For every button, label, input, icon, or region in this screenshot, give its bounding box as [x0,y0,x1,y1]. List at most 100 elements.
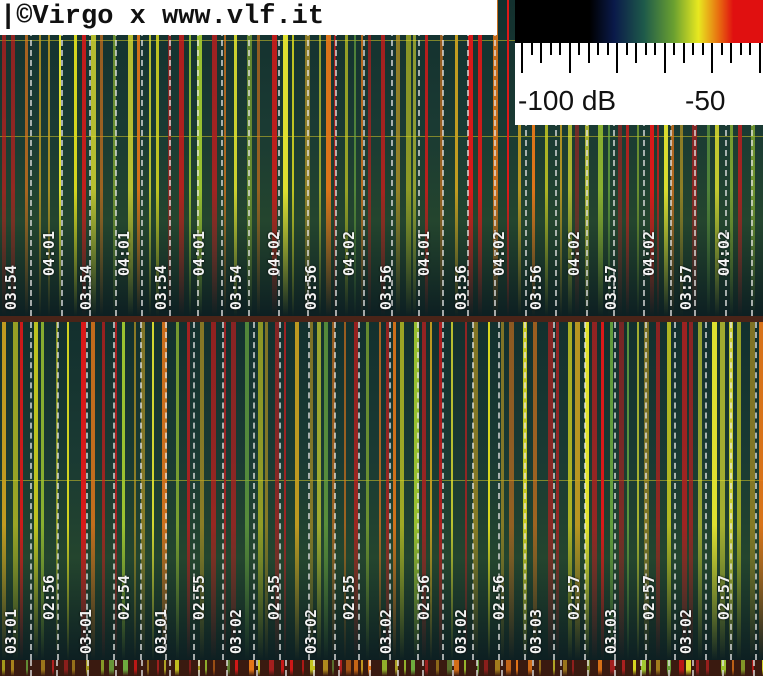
signal-streak [269,660,274,676]
scale-tick [597,43,599,55]
time-marker-line [643,0,645,316]
signal-streak [386,322,389,660]
time-label: 04:02 [339,230,358,276]
signal-streak [81,322,86,660]
time-marker-line [694,0,696,316]
time-marker-line [555,0,557,316]
signal-streak [575,322,580,660]
signal-streak [295,322,299,660]
time-marker-line [587,660,589,676]
signal-streak [245,322,249,660]
signal-streak [395,660,398,676]
signal-streak [162,322,167,660]
time-marker-line [532,660,534,676]
signal-streak [533,322,537,660]
time-marker-line [668,660,670,676]
time-marker-line [169,660,171,676]
signal-streak [324,322,328,660]
time-label: 02:55 [339,574,358,620]
time-marker-line [285,660,287,676]
signal-streak [249,660,254,676]
signal-streak [516,660,518,676]
signal-streak [430,322,432,660]
time-marker-line [86,322,88,660]
signal-streak [41,322,44,660]
signal-streak [750,322,755,660]
signal-streak [64,660,68,676]
signal-streak [637,0,639,316]
signal-streak [664,0,668,316]
time-marker-line [221,0,223,316]
time-marker-line [391,0,393,316]
scale-tick [540,43,542,63]
time-label: 03:02 [452,608,470,654]
signal-streak [115,322,117,660]
time-marker-line [198,660,200,676]
signal-streak [310,660,315,676]
time-marker-line [452,660,454,676]
signal-streak [310,322,313,660]
signal-streak [610,660,615,676]
signal-streak [686,660,691,676]
color-scale-ticks [515,43,763,83]
time-marker-line [30,0,32,316]
scale-tick [730,43,732,63]
signal-streak [422,322,426,660]
signal-streak [11,660,14,676]
signal-streak [128,0,133,316]
signal-streak [563,660,567,676]
signal-streak [281,660,284,676]
time-marker-line [494,0,496,316]
signal-streak [354,660,358,676]
time-label: 03:02 [677,608,695,654]
scale-tick [625,43,628,55]
signal-streak [447,660,452,676]
time-marker-line [278,0,280,316]
time-marker-line [141,660,143,676]
signal-streak [548,322,553,660]
signal-streak [52,660,54,676]
signal-streak [425,660,428,676]
color-scale-bar [515,0,763,43]
signal-streak [501,322,504,660]
signal-streak [292,0,294,316]
time-marker-line [307,0,309,316]
signal-streak [592,322,597,660]
signal-streak [59,0,61,316]
time-label: 02:54 [114,574,133,620]
signal-streak [598,660,602,676]
signal-streak [326,0,331,316]
signal-streak [572,660,574,676]
scale-tick [559,43,561,55]
time-marker-line [30,322,32,660]
signal-streak [332,660,334,676]
time-marker-line [753,660,755,676]
time-label: 03:01 [2,608,20,654]
signal-streak [67,322,69,660]
time-label: 03:57 [602,264,620,310]
signal-streak [509,322,514,660]
time-marker-line [722,660,724,676]
signal-streak [224,322,226,660]
time-marker-line [705,322,707,660]
signal-streak [682,322,687,660]
signal-streak [585,322,589,660]
signal-streak [100,0,103,316]
time-label: 03:56 [527,264,545,310]
signal-streak [553,660,555,676]
time-label: 02:55 [189,574,208,620]
signal-streak [473,322,478,660]
signal-streak [488,322,490,660]
signal-streak [234,0,237,316]
signal-streak [633,660,636,676]
signal-streak [715,0,719,316]
signal-streak [560,0,562,316]
signal-streak [176,322,179,660]
signal-streak [468,0,473,316]
signal-streak [101,660,104,676]
signal-streak [361,0,363,316]
time-marker-line [418,0,420,316]
signal-streak [11,0,15,316]
signal-streak [20,322,23,660]
signal-streak [556,322,559,660]
